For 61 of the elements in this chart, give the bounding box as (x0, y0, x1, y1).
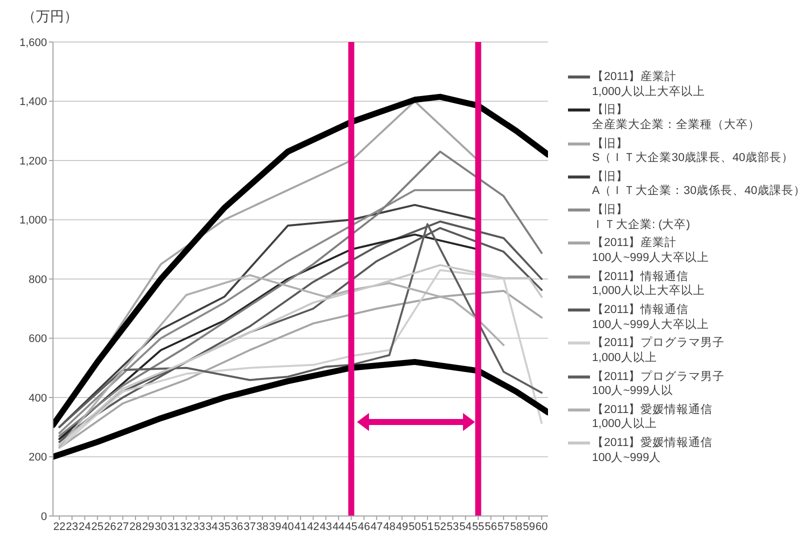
legend-label: 【旧】ＩＴ大企業: (大卒) (592, 203, 690, 232)
y-tick-label: 1,000 (19, 214, 47, 227)
x-tick-label: 45 (345, 520, 358, 533)
x-tick-label: 33 (192, 520, 206, 533)
y-tick-label: 200 (28, 452, 47, 464)
legend-label: 【2011】愛媛情報通信 100人~999人 (592, 436, 713, 466)
x-tick-label: 26 (104, 520, 116, 533)
legend-label: 【2011】プログラマ男子 1,000人以上 (592, 336, 725, 366)
x-tick-label: 44 (332, 520, 345, 533)
x-tick-label: 27 (116, 520, 129, 533)
x-tick-label: 46 (358, 520, 370, 533)
y-tick-label: 400 (28, 392, 47, 404)
legend-label: 【2011】産業計 100人~999人大卒以上 (592, 236, 710, 266)
x-tick-label: 59 (522, 520, 536, 533)
x-tick-label: 51 (421, 520, 434, 533)
legend-label: 【旧】全産業大企業：全業種（大卒） (592, 103, 760, 132)
x-tick-label: 48 (383, 520, 396, 533)
x-tick-label: 57 (497, 520, 510, 533)
x-tick-label: 23 (66, 520, 78, 533)
x-tick-label: 24 (78, 520, 91, 533)
x-tick-label: 41 (294, 520, 307, 533)
x-tick-label: 32 (180, 520, 192, 533)
x-tick-label: 58 (510, 520, 522, 533)
x-tick-label: 25 (91, 520, 104, 533)
legend-label: 【旧】S（ＩＴ大企業30歳課長、40歳部長） (592, 136, 794, 166)
legend-label: 【2011】情報通信 1,000人以上大卒以上 (592, 270, 705, 299)
x-tick-label: 60 (536, 520, 548, 533)
legend-label: 【2011】愛媛情報通信 1,000人以上 (592, 402, 713, 432)
x-tick-label: 39 (268, 520, 282, 533)
x-tick-label: 34 (206, 520, 218, 533)
x-tick-label: 30 (154, 520, 168, 533)
x-tick-label: 56 (484, 520, 498, 533)
x-tick-label: 22 (53, 520, 66, 533)
y-axis-title: （万円） (22, 8, 78, 26)
x-tick-label: 42 (307, 520, 320, 533)
x-tick-label: 50 (408, 520, 421, 533)
legend-label: 【2011】情報通信 100人~999人大卒以上 (592, 303, 710, 332)
x-tick-label: 49 (396, 520, 408, 533)
x-tick-label: 47 (370, 520, 383, 533)
legend-label: 【2011】産業計 1,000人以上大卒以上 (592, 70, 705, 99)
x-tick-label: 40 (282, 520, 294, 533)
y-tick-label: 1,400 (19, 96, 47, 108)
x-tick-label: 35 (218, 520, 230, 533)
x-tick-label: 37 (244, 520, 256, 533)
x-tick-label: 28 (129, 520, 142, 533)
x-tick-label: 29 (142, 520, 154, 533)
y-tick-label: 600 (28, 333, 47, 346)
y-tick-label: 1,200 (19, 155, 47, 168)
x-tick-label: 53 (446, 520, 459, 533)
x-tick-label: 36 (230, 520, 244, 533)
x-tick-label: 52 (434, 520, 446, 533)
legend-label: 【2011】プログラマ男子 100人~999人以 (592, 370, 725, 399)
y-tick-label: 1,600 (19, 36, 47, 49)
x-tick-label: 43 (320, 520, 332, 533)
x-tick-label: 55 (472, 520, 484, 533)
x-tick-label: 38 (256, 520, 269, 533)
legend-label: 【旧】A（ＩＴ大企業：30歳係長、40歳課長） (592, 170, 805, 199)
x-tick-label: 31 (167, 520, 180, 533)
x-tick-label: 54 (459, 520, 472, 533)
y-tick-label: 800 (28, 274, 47, 286)
y-tick-label: 0 (40, 510, 47, 523)
